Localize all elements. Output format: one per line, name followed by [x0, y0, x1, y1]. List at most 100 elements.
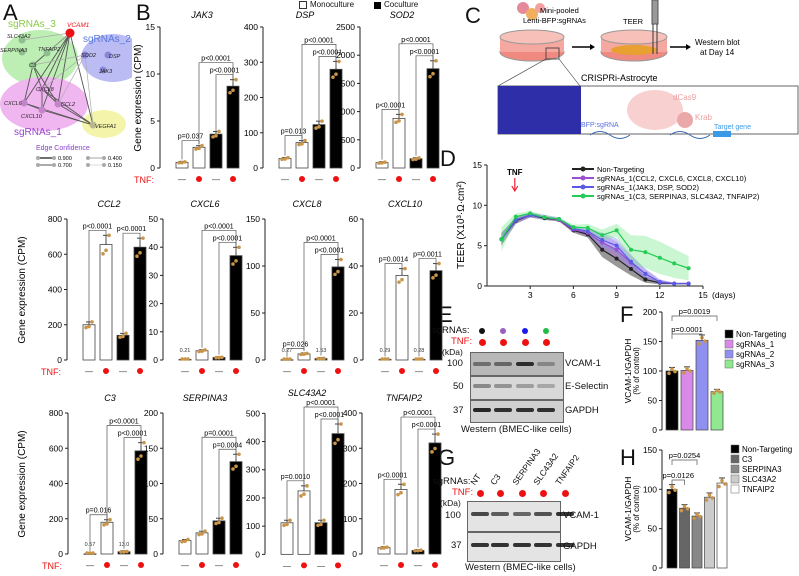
legend-swatch-black — [374, 1, 381, 9]
data-point — [614, 228, 619, 233]
y-tick-label: 0 — [57, 355, 62, 365]
tnf-minus: — — [212, 175, 220, 184]
data-point — [297, 142, 301, 147]
significance-bracket — [198, 62, 234, 145]
sgrnas-label: sgRNAs: — [432, 325, 470, 336]
sgrna-color-dot — [500, 328, 506, 334]
chart-title: CXCL10 — [388, 199, 422, 209]
y-tick-label: 20 — [349, 308, 359, 318]
legend-marker — [580, 175, 586, 181]
network-diagram: sgRNAs_3 sgRNAs_2 sgRNAs_1 VCAM1 SLC43A2… — [0, 19, 132, 169]
data-point — [108, 517, 112, 522]
tnf-dot — [430, 176, 436, 182]
y-tick-label: 0 — [253, 163, 258, 173]
bar — [666, 488, 678, 569]
tnf-dot — [333, 176, 339, 182]
data-point — [194, 147, 198, 151]
data-point — [682, 370, 686, 375]
bar — [710, 391, 724, 431]
legend-label: Non-Targeting — [597, 165, 644, 174]
node-label-c3: C3 — [29, 63, 37, 69]
tnf-dot — [399, 368, 405, 374]
node-label-tnfaip2: TNFAIP2 — [38, 47, 60, 53]
y-tick-label: 0 — [153, 355, 158, 365]
tnf-minus: — — [215, 561, 223, 570]
data-point — [317, 125, 321, 129]
y-axis-label: Gene expression (CPM) — [17, 430, 28, 537]
data-point — [400, 112, 404, 117]
dna-icon — [589, 131, 711, 139]
y-tick-label: 100 — [144, 479, 158, 489]
p-value-label: p<0.0001 — [376, 102, 405, 109]
chart-body: 0 50 100 150 200 — — p=0.0004 p=0.0001 SERPINA3 — [144, 393, 243, 570]
transwell-dish-icon — [600, 29, 668, 62]
y-tick-label: 0 — [255, 355, 260, 365]
network-edges-weak — [21, 32, 94, 126]
legend-label: Non-Targeting — [736, 330, 786, 339]
protein-band — [471, 543, 489, 547]
tnf-dot — [540, 490, 547, 497]
y-tick-label: 10 — [149, 327, 159, 337]
legend-swatch-white — [299, 1, 307, 9]
edge-confidence-legend: 0.900 0.700 0.400 0.150 — [36, 156, 122, 169]
data-point — [333, 441, 337, 445]
protein-band — [534, 512, 552, 516]
group-label-sgrnas-3: sgRNAs_3 — [8, 19, 56, 30]
error-band — [501, 212, 689, 285]
lane-label: NT — [468, 471, 483, 487]
bar — [195, 532, 209, 555]
y-tick-label: 0 — [153, 549, 158, 559]
chart-title: CXCL8 — [292, 199, 321, 209]
data-point — [614, 243, 619, 248]
legend-swatch — [730, 474, 740, 484]
y-tick-label: 50 — [149, 514, 159, 524]
tnf-dot — [432, 562, 438, 568]
data-point — [119, 550, 123, 554]
target-gene-shape — [713, 131, 731, 137]
chart-title: JAK3 — [190, 10, 213, 20]
target-gene-label: Target gene — [714, 124, 751, 131]
tnf-dot — [299, 176, 305, 182]
legend-swatch — [730, 454, 740, 464]
data-point — [629, 247, 633, 252]
legend-label: sgRNAs_2 — [736, 350, 775, 359]
p-value-label: p<0.0001 — [210, 68, 239, 75]
data-point — [723, 482, 727, 486]
legend-swatch — [730, 464, 740, 474]
bar — [295, 142, 309, 169]
data-point — [200, 532, 204, 536]
data-point — [122, 550, 126, 554]
kda-label: (kDa) — [442, 347, 463, 357]
tnf-dot — [301, 368, 307, 374]
data-point — [695, 512, 699, 517]
data-point — [283, 157, 287, 161]
significance-bracket — [303, 242, 339, 351]
data-point — [710, 496, 715, 500]
data-point — [214, 521, 218, 526]
bar-chart-tnfaip2: 0 100 200 300 400 — — p<0.0001 p<0.0001 p<0.0001 T… — [343, 393, 442, 570]
protein-band — [494, 362, 512, 366]
error-band — [501, 212, 689, 285]
data-point — [300, 142, 304, 146]
chart-body: 0 10 20 30 40 50 — — 0.21 p<0.0001 p<0.0001 CXCL6 — [149, 199, 243, 376]
data-point — [211, 135, 215, 139]
data-point — [286, 155, 290, 160]
tnf-dot — [199, 562, 205, 568]
tnf-minus: — — [178, 175, 186, 184]
data-point — [629, 267, 633, 272]
protein-band — [537, 362, 555, 366]
tnf-minus: — — [415, 367, 423, 376]
data-point — [197, 146, 201, 151]
data-point — [121, 334, 125, 339]
bar-chart-serpina3: 0 50 100 150 200 — — p=0.0004 p=0.0001 SERPINA3 — [144, 393, 243, 570]
significance-bracket — [671, 333, 703, 339]
p-value-label: p<0.0001 — [306, 400, 335, 407]
p-value-label: p<0.0001 — [401, 37, 430, 44]
node-label-serpina3: SERPINA3 — [0, 48, 28, 54]
bar-chart-slc43a2: 0 100 200 300 400 500 — — p=0.0010 p<0.0001 p<0.00… — [246, 388, 345, 570]
error-band — [501, 212, 689, 285]
y-tick-label: 40 — [349, 261, 359, 271]
data-point — [322, 518, 326, 522]
y-tick-label: 300 — [343, 443, 357, 453]
